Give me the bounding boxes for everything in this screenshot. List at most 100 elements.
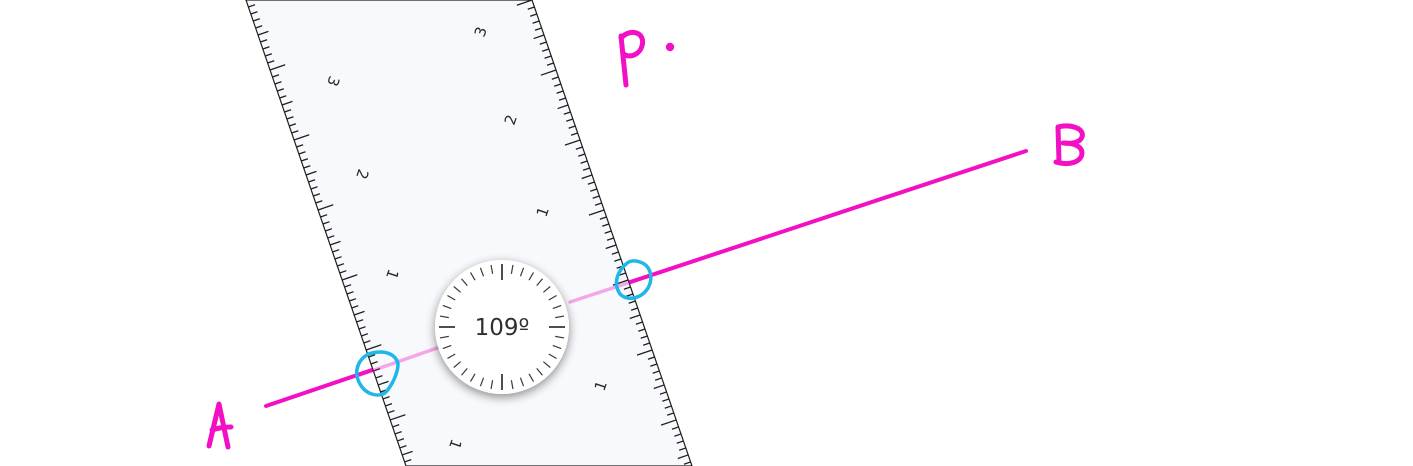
ruler-tick	[385, 403, 393, 407]
ruler-tick	[590, 188, 598, 192]
ruler-tick	[623, 286, 631, 290]
ruler-tick	[582, 167, 590, 171]
ruler-tick	[310, 186, 318, 190]
ruler-tick	[329, 240, 341, 246]
angle-readout: 109º	[475, 315, 530, 341]
angle-dial-tick	[519, 377, 525, 387]
ruler-tick	[341, 274, 358, 281]
ruler-tick	[252, 18, 261, 22]
ruler-tick	[322, 221, 330, 225]
ruler-tick	[363, 340, 371, 344]
ruler-tick	[566, 118, 574, 122]
line-through-ruler-right	[568, 277, 642, 304]
point-label-b: B	[1053, 123, 1085, 167]
ruler-tick	[272, 74, 280, 78]
point-label-p: P	[618, 29, 675, 88]
ruler-tick	[638, 328, 646, 332]
ruler-tick	[394, 431, 402, 435]
angle-dial-tick	[479, 377, 485, 387]
ruler-tick	[389, 414, 406, 421]
angle-dial-face[interactable]	[435, 260, 569, 394]
ruler-tick	[375, 375, 383, 379]
ruler-tick	[529, 13, 538, 17]
ruler-tick	[377, 380, 389, 386]
ruler-body[interactable]	[245, 0, 693, 466]
angle-dial-tick	[536, 367, 543, 376]
ruler-tick	[614, 258, 622, 262]
ruler-tick	[344, 284, 352, 288]
angle-dial-tick	[542, 361, 551, 368]
angle-dial-tick	[442, 344, 452, 350]
angle-dial-tick	[469, 373, 476, 382]
ruler-tick	[262, 46, 270, 50]
angle-dial-tick	[447, 353, 456, 360]
angle-dial-ticks	[439, 264, 565, 390]
ruler-tick	[642, 342, 650, 346]
angle-dial-tick	[439, 335, 449, 339]
ruler-tick	[279, 95, 287, 99]
ruler-tick	[544, 55, 552, 59]
ruler-tick	[274, 81, 282, 85]
ruler-tick	[564, 139, 581, 146]
ruler-tick	[674, 433, 682, 437]
ruler-tick	[587, 181, 595, 185]
ruler-tick	[676, 440, 684, 444]
angle-dial-tick	[555, 335, 565, 339]
ruler-tick	[628, 300, 636, 304]
ruler-tick	[636, 349, 653, 356]
ruler-tick	[286, 116, 294, 120]
ruler-tick	[629, 314, 641, 320]
ruler-tick	[339, 270, 347, 274]
ruler-tick	[647, 356, 655, 360]
ruler-tick	[599, 216, 607, 220]
ruler-tick	[277, 88, 285, 92]
ruler-tick	[255, 25, 263, 29]
line-segment-right	[568, 149, 1028, 304]
ruler-tick	[539, 41, 547, 45]
ruler-tick	[605, 244, 617, 250]
angle-dial-tick	[469, 272, 476, 281]
angle-dial-tick	[510, 264, 514, 274]
ruler-tick	[248, 4, 256, 8]
angle-dial-tick	[542, 286, 551, 293]
angle-dial-tick	[461, 278, 468, 287]
ruler-tick	[289, 123, 297, 127]
ruler-tick	[334, 256, 342, 260]
ruler-tick	[568, 125, 576, 129]
ruler-tick	[604, 230, 612, 234]
ruler-tick	[677, 454, 689, 460]
ruler-tick	[320, 214, 328, 218]
ruler-tick	[618, 272, 626, 276]
ruler-tick	[678, 447, 687, 451]
ruler-tick	[664, 405, 672, 409]
ruler-tick	[606, 237, 614, 241]
angle-dial-tick	[528, 272, 535, 281]
ruler-tool[interactable]: 1 2 3 1 1 1 2 3	[245, 0, 693, 466]
point-label-a: A	[206, 401, 234, 450]
ruler-tick	[260, 39, 268, 43]
ruler-tick	[611, 251, 619, 255]
ruler-tick	[387, 410, 395, 414]
ruler-tick	[546, 62, 554, 66]
intersection-highlight-right	[614, 259, 653, 300]
ruler-tick	[626, 293, 634, 297]
ruler-tick	[349, 298, 357, 302]
line-through-ruler-left	[358, 345, 442, 377]
angle-dial[interactable]: 109º	[435, 260, 569, 394]
angle-dial-tick	[536, 278, 543, 287]
ruler-tick	[557, 104, 569, 110]
ruler-tick	[303, 165, 311, 169]
angle-dial-tick	[490, 264, 494, 274]
ruler-tick	[269, 64, 286, 71]
ruler-tick	[602, 223, 610, 227]
ruler-tick	[570, 132, 578, 136]
angle-dial-tick	[528, 373, 535, 382]
ruler-tick	[313, 193, 321, 197]
ruler-tick	[337, 263, 345, 267]
ruler-tick	[516, 0, 533, 6]
ruler-tick	[540, 69, 557, 76]
ruler-tick	[305, 170, 317, 176]
ruler-tick	[630, 307, 638, 311]
